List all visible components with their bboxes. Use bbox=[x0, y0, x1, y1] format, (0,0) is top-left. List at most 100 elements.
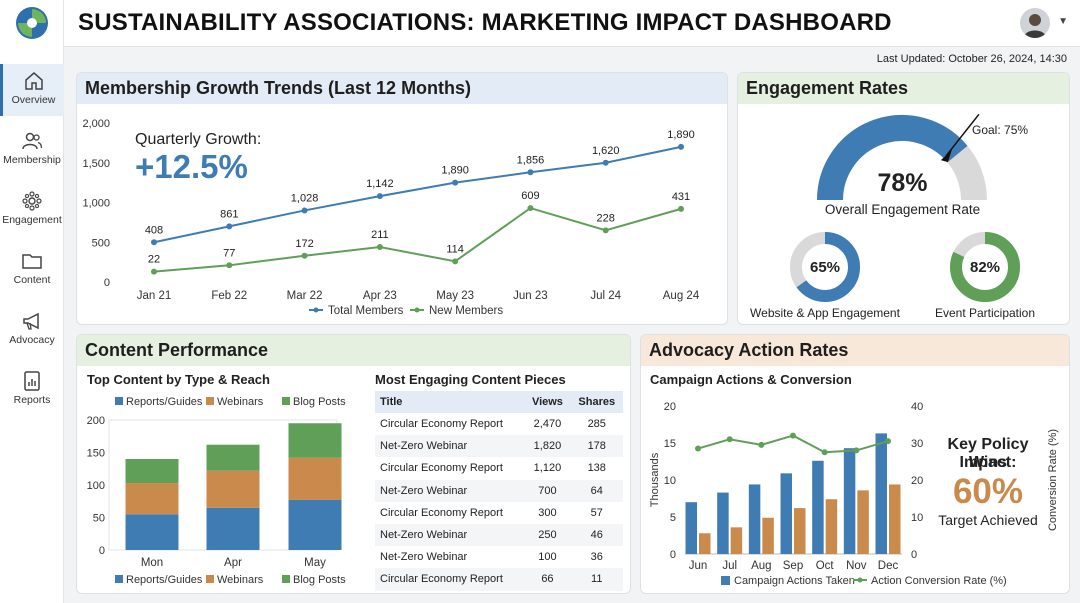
bar-segment bbox=[288, 423, 342, 458]
chevron-down-icon[interactable]: ▼ bbox=[1058, 16, 1068, 27]
legend-swatch bbox=[282, 397, 290, 405]
website-engagement-value: 65% bbox=[809, 259, 841, 276]
nav-overview[interactable]: Overview bbox=[0, 64, 64, 116]
x-tick-label: Mon bbox=[141, 557, 163, 569]
table-cell-shares: 285 bbox=[587, 418, 606, 431]
legend-label: Blog Posts bbox=[293, 574, 346, 586]
bar-actions bbox=[748, 484, 761, 554]
table-cell-views: 66 bbox=[524, 568, 571, 591]
table-cell-views: 1,820 bbox=[524, 435, 571, 458]
table-header-title: Title bbox=[375, 391, 525, 413]
event-participation-label: Event Participation bbox=[934, 306, 1036, 320]
legend-label: Action Conversion Rate (%) bbox=[871, 575, 1007, 587]
page-title: SUSTAINABILITY ASSOCIATIONS: MARKETING I… bbox=[78, 9, 892, 36]
header: SUSTAINABILITY ASSOCIATIONS: MARKETING I… bbox=[64, 0, 1080, 47]
nav-reports[interactable]: Reports bbox=[0, 364, 64, 416]
data-point bbox=[758, 441, 765, 448]
legend-label: Blog Posts bbox=[293, 396, 346, 408]
nav-engagement[interactable]: Engagement bbox=[0, 184, 64, 236]
data-point bbox=[226, 262, 233, 269]
table-row: Circular Economy Report 2,470 285 bbox=[375, 413, 623, 435]
data-point bbox=[602, 159, 609, 166]
advocacy-card: Advocacy Action Rates Campaign Actions &… bbox=[640, 334, 1070, 594]
engagement-icon bbox=[22, 191, 42, 211]
data-label: 861 bbox=[220, 208, 238, 220]
legend-label: Campaign Actions Taken bbox=[734, 575, 855, 587]
data-label: 609 bbox=[521, 190, 539, 202]
bar-segment bbox=[125, 514, 179, 550]
membership-title: Membership Growth Trends (Last 12 Months… bbox=[77, 73, 727, 104]
data-point bbox=[695, 445, 701, 452]
x-tick-label: Apr 23 bbox=[363, 290, 397, 302]
legend-swatch bbox=[115, 397, 123, 405]
membership-line-chart: 0 500 1,000 1,500 2,000 Jan 21 Feb 22 Mar 22 Apr… bbox=[82, 118, 699, 317]
y-tick-label: 500 bbox=[92, 237, 110, 249]
x-tick-label: Nov bbox=[846, 560, 867, 572]
data-label: 114 bbox=[446, 243, 464, 255]
legend-swatch bbox=[115, 575, 123, 583]
nav-content[interactable]: Content bbox=[0, 244, 64, 296]
y-tick-label: 200 bbox=[87, 415, 105, 427]
legend-swatch bbox=[206, 575, 214, 583]
advocacy-chart-title: Campaign Actions & Conversion bbox=[650, 372, 852, 387]
data-label: 211 bbox=[371, 229, 389, 241]
x-tick-label: Sep bbox=[783, 560, 803, 572]
data-point bbox=[151, 239, 157, 246]
data-point bbox=[226, 223, 233, 230]
y-tick-label: 15 bbox=[664, 438, 676, 450]
y-tick-label: 1,500 bbox=[82, 158, 110, 170]
y-tick-label: 0 bbox=[99, 545, 105, 557]
data-point bbox=[678, 143, 684, 150]
quarterly-growth-value: +12.5% bbox=[135, 148, 248, 185]
kpi-subtitle: Target Achieved bbox=[938, 512, 1038, 528]
bar-actions-secondary bbox=[825, 499, 838, 554]
data-point bbox=[151, 268, 157, 275]
series-line-new-members bbox=[153, 206, 682, 273]
x-tick-label: Jul bbox=[722, 560, 737, 572]
membership-card: Membership Growth Trends (Last 12 Months… bbox=[76, 72, 728, 325]
advocacy-title: Advocacy Action Rates bbox=[641, 335, 1069, 366]
x-tick-label: Jan 21 bbox=[137, 290, 172, 302]
event-participation-value: 82% bbox=[969, 259, 1001, 276]
gauge-fill bbox=[817, 115, 968, 201]
table-row: Net-Zero Webinar 1,820 178 bbox=[375, 435, 623, 458]
nav-membership[interactable]: Membership bbox=[0, 124, 64, 176]
legend-label: Reports/Guides bbox=[126, 574, 203, 586]
x-tick-label: Mar 22 bbox=[287, 290, 323, 302]
x-tick-label: Jun bbox=[689, 560, 708, 572]
nav-advocacy[interactable]: Advocacy bbox=[0, 304, 64, 356]
data-point bbox=[726, 436, 733, 443]
content-title: Content Performance bbox=[77, 335, 630, 366]
avatar[interactable] bbox=[1020, 8, 1050, 38]
table-cell-shares: 138 bbox=[587, 462, 606, 475]
bar-actions-secondary bbox=[857, 490, 869, 554]
goal-marker-arrow bbox=[940, 150, 952, 163]
table-cell-shares: 46 bbox=[570, 523, 623, 547]
engagement-title: Engagement Rates bbox=[738, 73, 1069, 104]
y-axis-label: Thousands bbox=[649, 452, 661, 507]
table-cell-views: 300 bbox=[538, 506, 557, 519]
data-point bbox=[527, 169, 534, 176]
legend-swatch-dot bbox=[857, 577, 863, 583]
bar-actions bbox=[843, 448, 856, 554]
data-point bbox=[301, 207, 308, 214]
overall-engagement-value: 78% bbox=[877, 169, 928, 197]
table-cell-views: 2,470 bbox=[533, 418, 562, 431]
y-tick-label: 5 bbox=[670, 512, 676, 524]
table-cell-shares: 36 bbox=[590, 551, 603, 564]
engagement-gauges bbox=[790, 113, 1020, 302]
home-icon bbox=[24, 72, 43, 90]
table-cell-shares: 57 bbox=[590, 506, 603, 519]
content-card: Content Performance Top Content by Type … bbox=[76, 334, 631, 594]
table-cell-title: Circular Economy Report bbox=[380, 418, 503, 431]
y-tick-label: 10 bbox=[664, 475, 676, 487]
report-icon bbox=[24, 371, 40, 391]
bar-actions bbox=[685, 502, 697, 554]
legend-label: Webinars bbox=[217, 574, 264, 586]
advocacy-combo-chart: 0 5 10 15 20 0 10 20 30 40 Thousands Conversion Rat… bbox=[649, 401, 1059, 587]
y2-tick-label: 0 bbox=[911, 549, 917, 561]
table-row: Circular Economy Report 66 11 bbox=[375, 568, 623, 591]
data-point bbox=[853, 447, 860, 454]
x-tick-label: Jul 24 bbox=[590, 290, 621, 302]
legend-swatch bbox=[206, 397, 214, 405]
